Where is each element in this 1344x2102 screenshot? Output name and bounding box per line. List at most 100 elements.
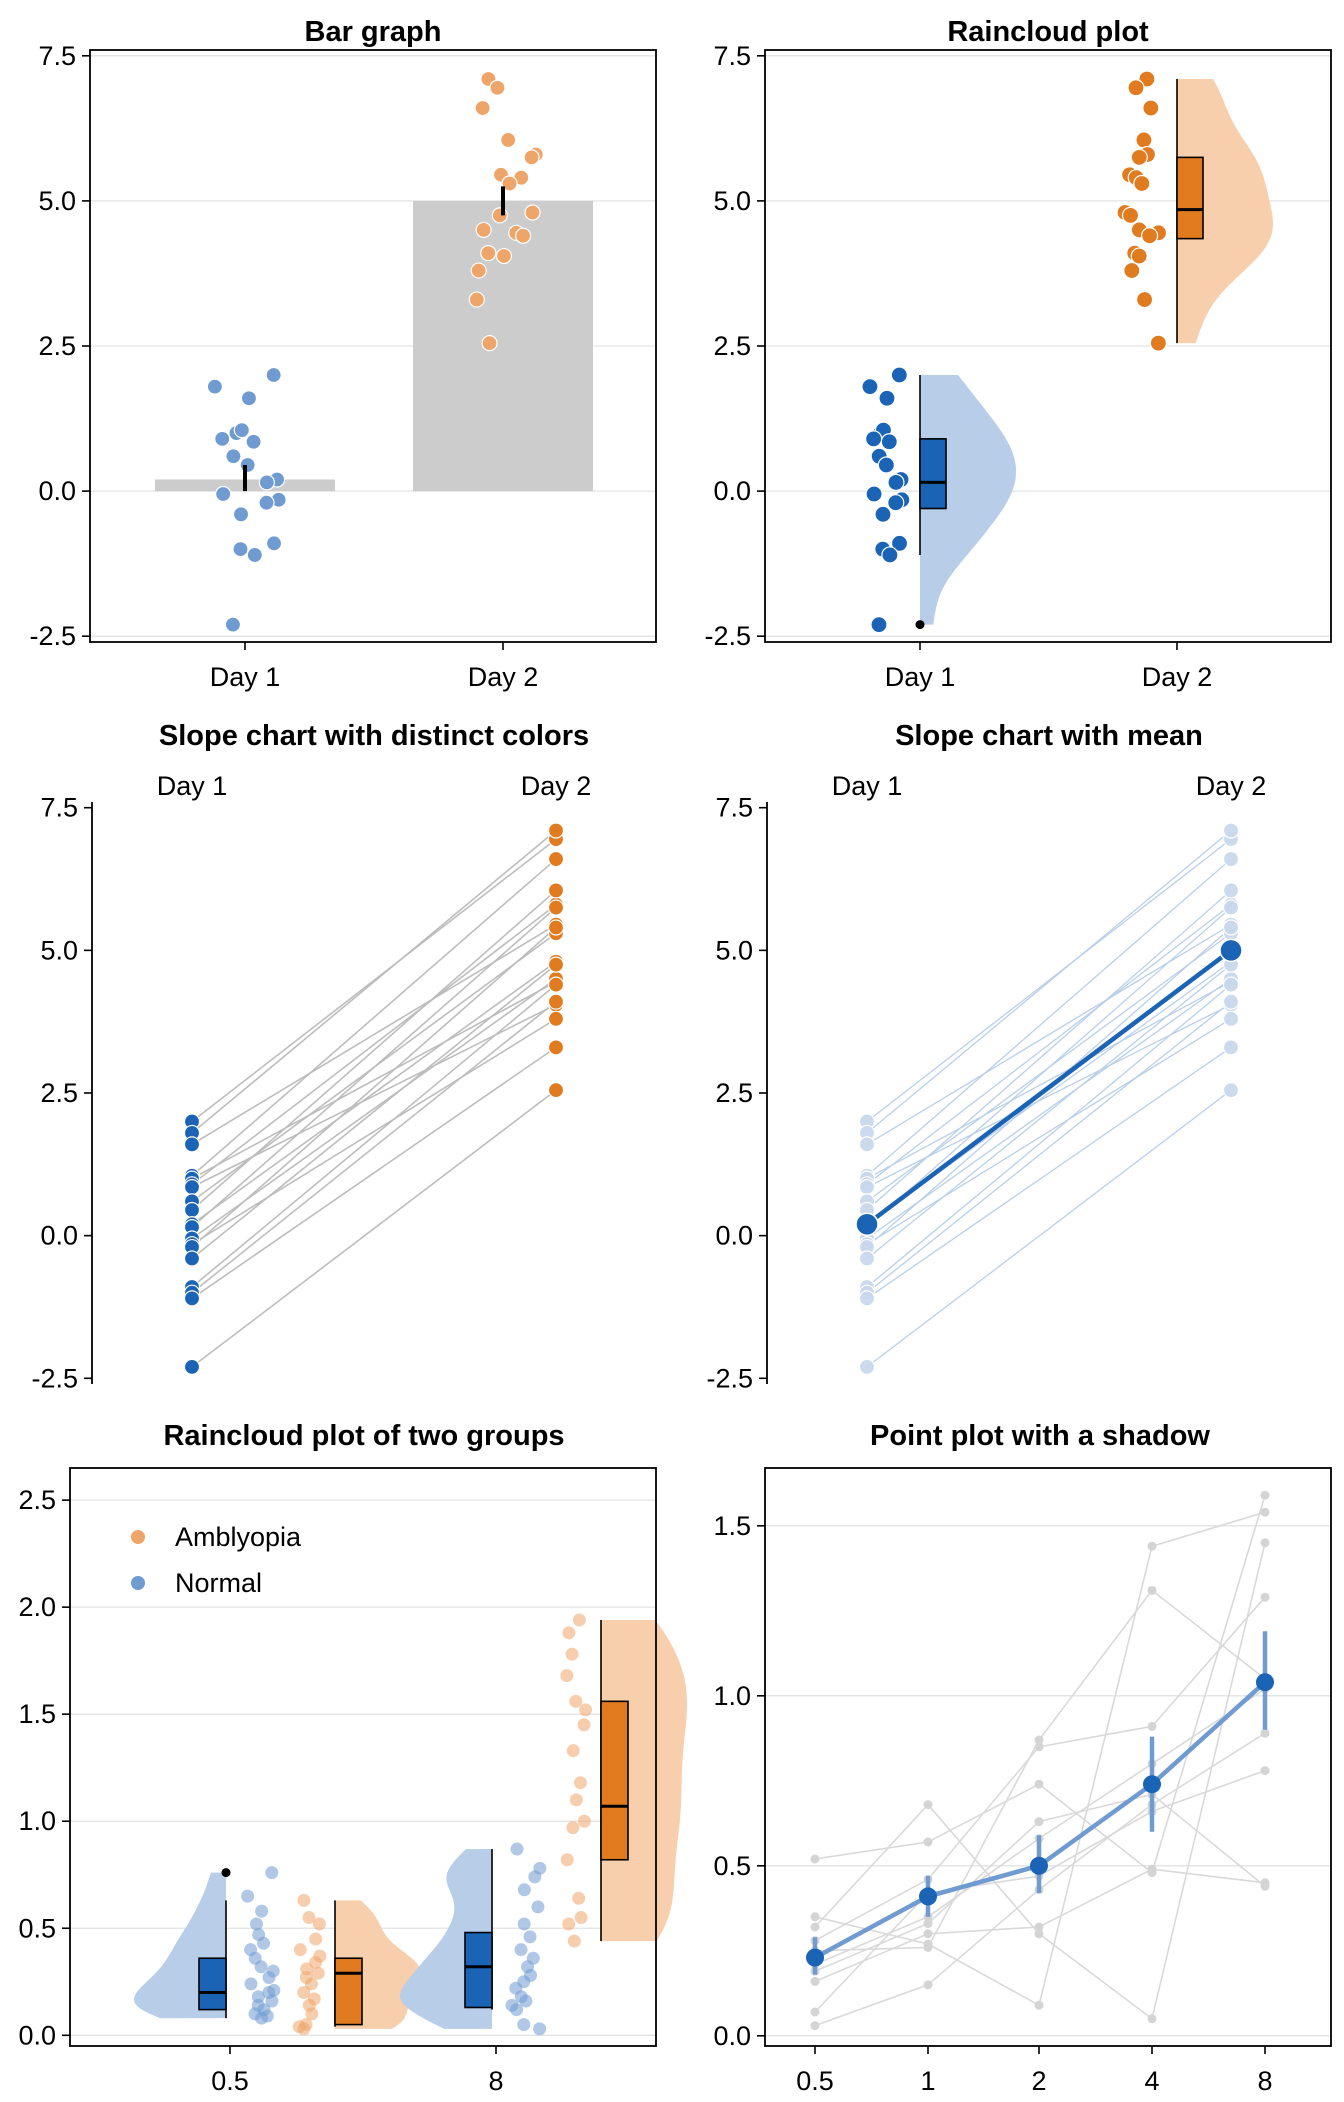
- boxplot-outlier: [915, 620, 925, 630]
- data-point: [1149, 334, 1167, 352]
- subject-line: [814, 1589, 1266, 1952]
- subject-point: [1260, 1766, 1270, 1776]
- subject-point: [1147, 1864, 1157, 1874]
- data-point: [874, 505, 892, 523]
- subject-point: [1147, 1541, 1157, 1551]
- data-point: [470, 262, 487, 279]
- slope-line: [191, 1003, 557, 1188]
- data-point: [858, 1250, 876, 1267]
- data-point: [890, 534, 909, 552]
- data-point-amblyopia: [562, 1917, 576, 1931]
- slope-line: [866, 1089, 1232, 1368]
- subject-point: [1260, 1878, 1270, 1888]
- day-label: Day 2: [521, 771, 592, 801]
- data-point: [1123, 261, 1141, 280]
- slope-line: [866, 907, 1232, 1228]
- panel-title: Raincloud plot of two groups: [163, 1420, 564, 1452]
- slope-line: [866, 1003, 1232, 1188]
- data-point: [1222, 993, 1240, 1010]
- data-point-amblyopia: [312, 1917, 326, 1931]
- data-point-amblyopia: [297, 2022, 311, 2036]
- x-tick-label: 8: [1257, 2066, 1272, 2096]
- y-tick-label: 5.0: [38, 186, 76, 216]
- day-label: Day 1: [157, 771, 228, 801]
- data-point: [890, 366, 908, 384]
- y-tick-label: 1.0: [713, 1681, 751, 1711]
- data-point: [258, 494, 275, 511]
- data-point-amblyopia: [309, 1956, 323, 1970]
- data-point: [547, 993, 565, 1010]
- data-point: [475, 221, 492, 239]
- y-tick-label: -2.5: [31, 1363, 78, 1393]
- slope-line: [866, 858, 1232, 1177]
- subject-point: [810, 2021, 820, 2031]
- slope-line: [191, 1018, 557, 1245]
- y-tick-label: 2.0: [18, 1592, 56, 1622]
- slope-line: [191, 1001, 557, 1294]
- data-point-normal: [517, 1883, 531, 1897]
- data-point: [474, 99, 491, 117]
- data-point-normal: [255, 2011, 269, 2025]
- subject-point: [1260, 1490, 1270, 1500]
- data-point-normal: [517, 2018, 531, 2032]
- data-point-amblyopia: [567, 1934, 581, 1948]
- y-tick-label: 2.5: [40, 1078, 78, 1108]
- data-point: [183, 1290, 201, 1307]
- y-tick-label: 5.0: [40, 935, 78, 965]
- data-point: [1222, 822, 1240, 839]
- panel-slope-mean: Slope chart with mean Day 1 Day 2 -2.5 0.0 2.…: [706, 720, 1266, 1393]
- panel-title: Bar graph: [305, 16, 442, 48]
- slope-line: [866, 1046, 1232, 1299]
- data-point: [481, 334, 498, 352]
- data-point-normal: [519, 1994, 533, 2008]
- subject-point: [923, 1929, 933, 1939]
- y-tick-label: 2.5: [18, 1485, 56, 1515]
- data-point: [1222, 919, 1240, 936]
- data-point: [1222, 882, 1240, 899]
- bar: [413, 200, 593, 492]
- data-point: [491, 207, 508, 224]
- data-point: [887, 473, 905, 491]
- data-point: [258, 474, 275, 491]
- slope-line: [866, 1001, 1232, 1294]
- boxplot-amblyopia-box: [600, 1700, 629, 1861]
- data-point-amblyopia: [572, 1891, 586, 1905]
- subject-point: [1260, 1728, 1270, 1738]
- data-point: [858, 1136, 876, 1153]
- data-point-normal: [510, 2003, 524, 2017]
- subject-point: [923, 1980, 933, 1990]
- slope-line: [191, 963, 557, 1260]
- slope-line: [191, 906, 557, 1228]
- mean-point: [919, 1887, 937, 1906]
- data-point-normal: [531, 1900, 545, 1914]
- data-point-amblyopia: [569, 1793, 583, 1807]
- panel-title: Point plot with a shadow: [870, 1420, 1210, 1452]
- y-tick-label: 7.5: [715, 793, 753, 823]
- data-point-normal: [533, 2022, 547, 2036]
- slope-line: [866, 978, 1232, 1240]
- data-point: [858, 1290, 876, 1307]
- mean-point: [1256, 1673, 1274, 1692]
- x-tick-label: 1: [920, 2066, 935, 2096]
- data-point-normal: [265, 1994, 279, 2008]
- data-point-normal: [523, 1930, 537, 1944]
- subject-point: [1147, 2014, 1157, 2024]
- half-violin-amblyopia: [601, 1619, 687, 1942]
- data-point-amblyopia: [577, 1718, 591, 1732]
- x-tick-label: Day 1: [885, 662, 956, 692]
- data-point: [858, 1358, 876, 1375]
- data-point-amblyopia: [311, 1966, 325, 1980]
- data-point: [881, 546, 899, 564]
- half-violin: [1177, 79, 1273, 344]
- subject-point: [810, 1976, 820, 1986]
- mean-point: [1219, 938, 1243, 963]
- slope-line: [866, 984, 1232, 1288]
- data-point: [547, 882, 565, 899]
- data-point-amblyopia: [305, 2007, 319, 2021]
- data-point: [880, 433, 898, 451]
- y-tick-label: 0.0: [38, 476, 76, 506]
- y-tick-label: 0.0: [18, 2020, 56, 2050]
- y-tick-label: 0.0: [713, 2021, 751, 2051]
- data-point: [480, 245, 497, 262]
